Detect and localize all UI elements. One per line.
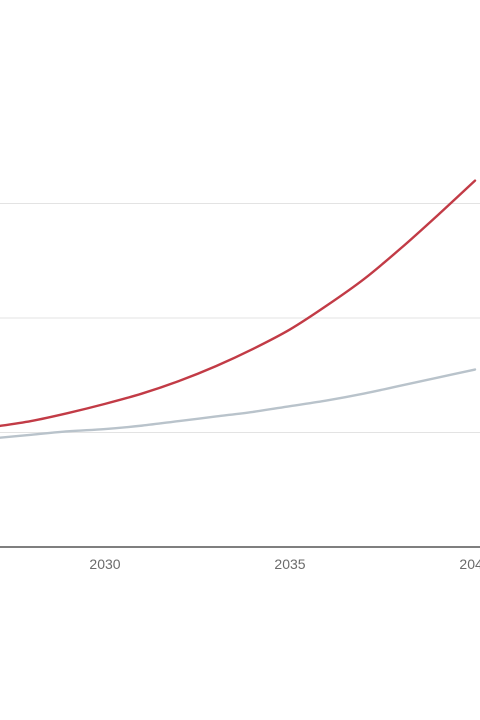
- x-tick-labels: 2030 2035 2040: [89, 556, 480, 572]
- gridlines: [0, 203, 480, 433]
- x-tick-label: 2035: [274, 556, 305, 572]
- series-line-1: [0, 368, 477, 439]
- series-layer: [0, 179, 477, 439]
- x-tick-label: 2040: [459, 556, 480, 572]
- x-tick-label: 2030: [89, 556, 120, 572]
- series-line-0: [0, 179, 477, 428]
